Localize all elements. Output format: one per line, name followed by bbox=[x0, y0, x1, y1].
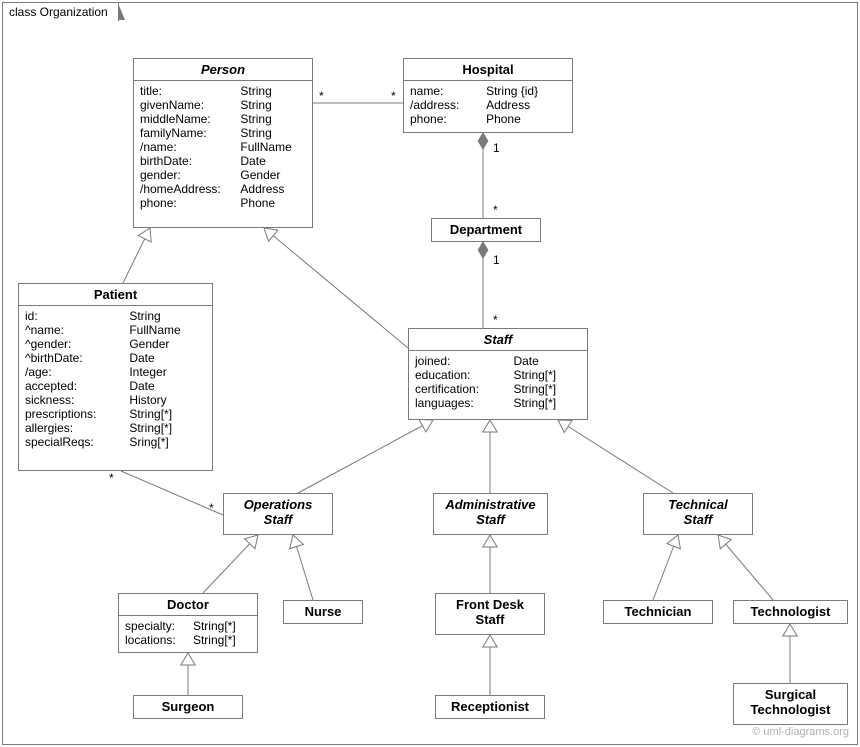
class-ops_staff: OperationsStaff bbox=[223, 493, 333, 535]
class-front_desk: Front DeskStaff bbox=[435, 593, 545, 635]
class-body: title:StringgivenName:StringmiddleName:S… bbox=[134, 81, 312, 213]
class-title: Technician bbox=[604, 601, 712, 622]
multiplicity-label: * bbox=[109, 471, 114, 485]
class-title: Technologist bbox=[734, 601, 847, 622]
class-title: Person bbox=[134, 59, 312, 81]
class-title: Front DeskStaff bbox=[436, 594, 544, 630]
class-surg_tech: SurgicalTechnologist bbox=[733, 683, 848, 725]
class-title: Nurse bbox=[284, 601, 362, 622]
class-body: id:String^name:FullName^gender:Gender^bi… bbox=[19, 306, 212, 452]
class-title: Surgeon bbox=[134, 696, 242, 717]
class-title: Patient bbox=[19, 284, 212, 306]
class-technologist: Technologist bbox=[733, 600, 848, 624]
class-tech_staff: TechnicalStaff bbox=[643, 493, 753, 535]
class-surgeon: Surgeon bbox=[133, 695, 243, 719]
class-body: specialty:String[*]locations:String[*] bbox=[119, 616, 257, 650]
class-title: Staff bbox=[409, 329, 587, 351]
class-person: Persontitle:StringgivenName:Stringmiddle… bbox=[133, 58, 313, 228]
class-staff: Staffjoined:Dateeducation:String[*]certi… bbox=[408, 328, 588, 420]
class-title: SurgicalTechnologist bbox=[734, 684, 847, 720]
class-body: joined:Dateeducation:String[*]certificat… bbox=[409, 351, 587, 413]
multiplicity-label: * bbox=[391, 89, 396, 103]
class-title: Doctor bbox=[119, 594, 257, 616]
class-receptionist: Receptionist bbox=[435, 695, 545, 719]
watermark: © uml-diagrams.org bbox=[752, 726, 849, 738]
class-title: Hospital bbox=[404, 59, 572, 81]
multiplicity-label: 1 bbox=[493, 253, 500, 267]
multiplicity-label: 1 bbox=[493, 141, 500, 155]
multiplicity-label: * bbox=[493, 313, 498, 327]
class-title: Receptionist bbox=[436, 696, 544, 717]
class-nurse: Nurse bbox=[283, 600, 363, 624]
class-body: name:String {id}/address:Addressphone:Ph… bbox=[404, 81, 572, 129]
multiplicity-label: * bbox=[319, 89, 324, 103]
class-department: Department bbox=[431, 218, 541, 242]
multiplicity-label: * bbox=[493, 203, 498, 217]
class-patient: Patientid:String^name:FullName^gender:Ge… bbox=[18, 283, 213, 471]
class-title: TechnicalStaff bbox=[644, 494, 752, 530]
class-technician: Technician bbox=[603, 600, 713, 624]
class-title: OperationsStaff bbox=[224, 494, 332, 530]
multiplicity-label: * bbox=[209, 501, 214, 515]
class-title: Department bbox=[432, 219, 540, 240]
frame-label-text: class Organization bbox=[9, 5, 108, 19]
diagram-frame: class Organization Persontitle:Stringgiv… bbox=[2, 2, 858, 745]
class-hospital: Hospitalname:String {id}/address:Address… bbox=[403, 58, 573, 133]
class-doctor: Doctorspecialty:String[*]locations:Strin… bbox=[118, 593, 258, 653]
class-title: AdministrativeStaff bbox=[434, 494, 547, 530]
class-admin_staff: AdministrativeStaff bbox=[433, 493, 548, 535]
frame-label: class Organization bbox=[2, 2, 119, 21]
